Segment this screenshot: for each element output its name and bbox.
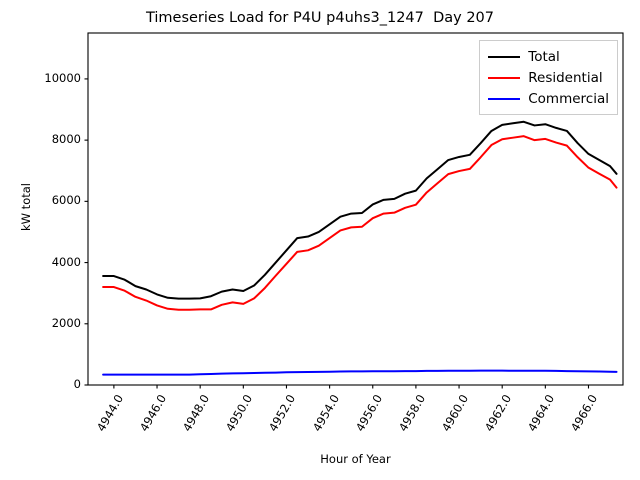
legend-swatch-commercial xyxy=(488,97,521,100)
data-lines xyxy=(102,120,618,376)
y-tick-label: 10000 xyxy=(44,70,81,85)
series-line-residential xyxy=(102,135,618,311)
legend-entry-commercial[interactable]: Commercial xyxy=(488,88,609,109)
legend-label: Commercial xyxy=(528,90,609,107)
axis-tick-marks xyxy=(84,78,590,389)
series-line-commercial xyxy=(102,369,618,376)
legend-label: Residential xyxy=(528,69,603,86)
legend-entry-residential[interactable]: Residential xyxy=(488,67,609,88)
legend-swatch-residential xyxy=(488,76,521,79)
series-line-total xyxy=(102,120,618,300)
y-tick-label: 8000 xyxy=(51,132,81,147)
y-tick-label: 2000 xyxy=(51,315,81,330)
chart-legend[interactable]: Total Residential Commercial xyxy=(479,40,618,115)
legend-swatch-total xyxy=(488,55,521,58)
y-tick-label: 4000 xyxy=(51,254,81,269)
axes-spines xyxy=(87,32,624,386)
legend-label: Total xyxy=(528,48,560,65)
x-axis-label: Hour of Year xyxy=(320,452,391,466)
y-tick-label: 6000 xyxy=(51,193,81,208)
legend-entry-total[interactable]: Total xyxy=(488,46,609,67)
y-tick-label: 0 xyxy=(73,377,81,391)
chart-title: Timeseries Load for P4U p4uhs3_1247 Day … xyxy=(145,10,495,26)
